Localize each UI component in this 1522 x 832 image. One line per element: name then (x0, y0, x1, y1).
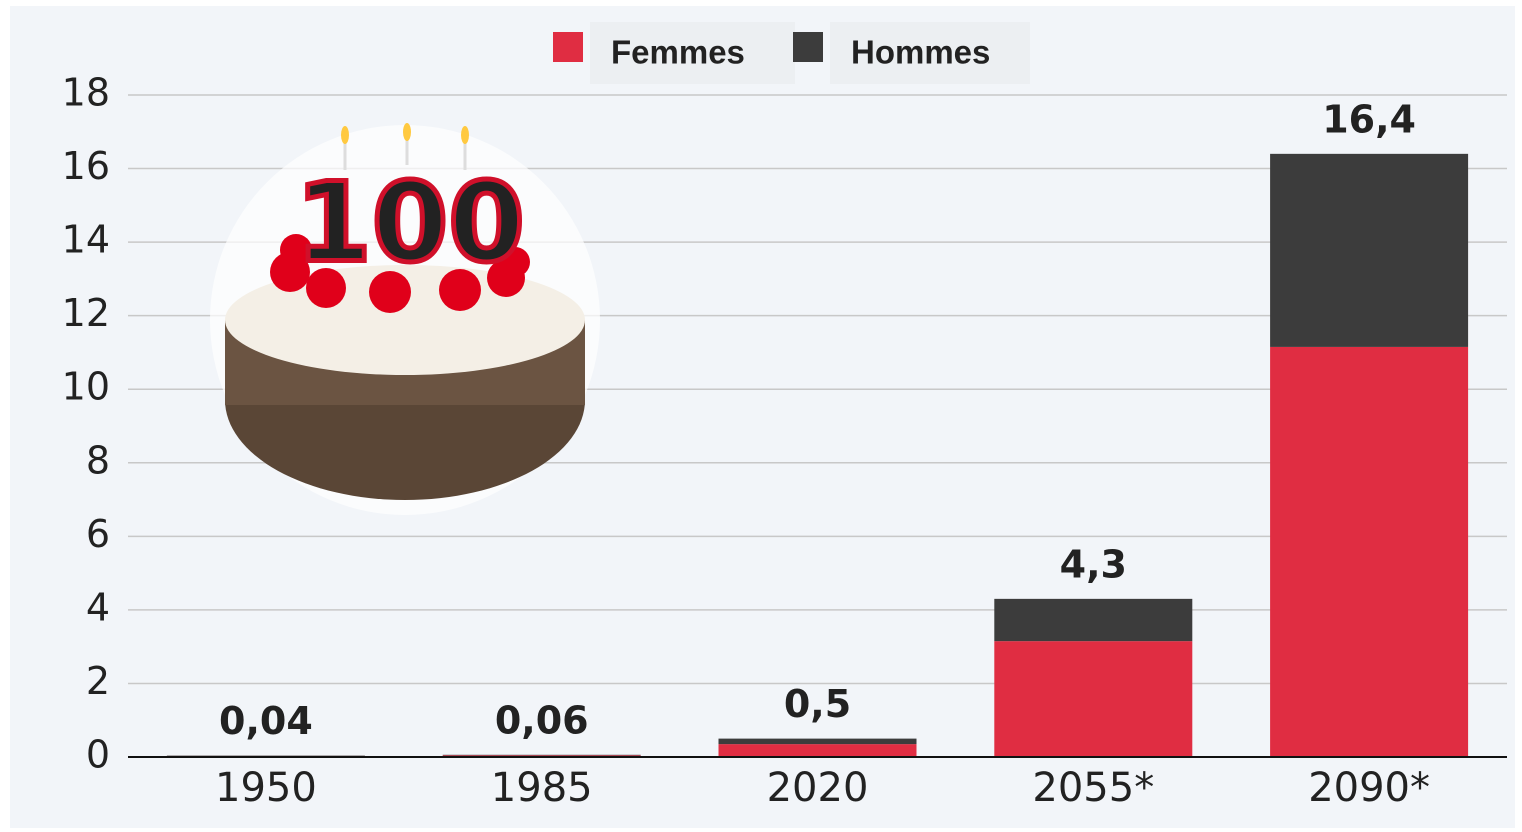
y-tick-label: 10 (62, 365, 110, 409)
x-tick-label: 1950 (215, 765, 317, 811)
x-tick-label: 2055* (1032, 765, 1154, 811)
y-tick-label: 0 (86, 733, 110, 777)
y-tick-label: 2 (86, 659, 110, 703)
legend-label: Femmes (611, 34, 745, 71)
total-label: 0,04 (219, 699, 313, 743)
bar-segment (718, 738, 917, 745)
bar-segment (1270, 153, 1469, 347)
x-tick-label: 1985 (491, 765, 593, 811)
total-label: 16,4 (1322, 97, 1416, 141)
svg-text:100: 100 (295, 158, 525, 286)
y-tick-label: 14 (62, 218, 110, 262)
x-tick-label: 2090* (1308, 765, 1430, 811)
y-tick-label: 12 (62, 291, 110, 335)
legend-bg (590, 22, 795, 84)
y-tick-label: 6 (86, 512, 110, 556)
y-tick-label: 4 (86, 585, 110, 629)
bar-segment (442, 754, 641, 756)
total-label: 0,06 (495, 698, 589, 742)
y-tick-label: 8 (86, 438, 110, 482)
x-tick-label: 2020 (767, 765, 869, 811)
legend-swatch (793, 32, 823, 62)
y-tick-label: 16 (62, 144, 110, 188)
cake-illustration: 100 (210, 123, 600, 515)
bar-segment (994, 641, 1193, 757)
total-label: 0,5 (784, 682, 851, 726)
bar-segment (994, 598, 1193, 642)
legend-label: Hommes (851, 34, 990, 71)
bar-segment (1270, 346, 1469, 757)
legend-bg (830, 22, 1030, 84)
y-tick-label: 18 (62, 71, 110, 115)
legend-swatch (553, 32, 583, 62)
total-label: 4,3 (1060, 542, 1127, 586)
bar-segment (718, 744, 917, 757)
